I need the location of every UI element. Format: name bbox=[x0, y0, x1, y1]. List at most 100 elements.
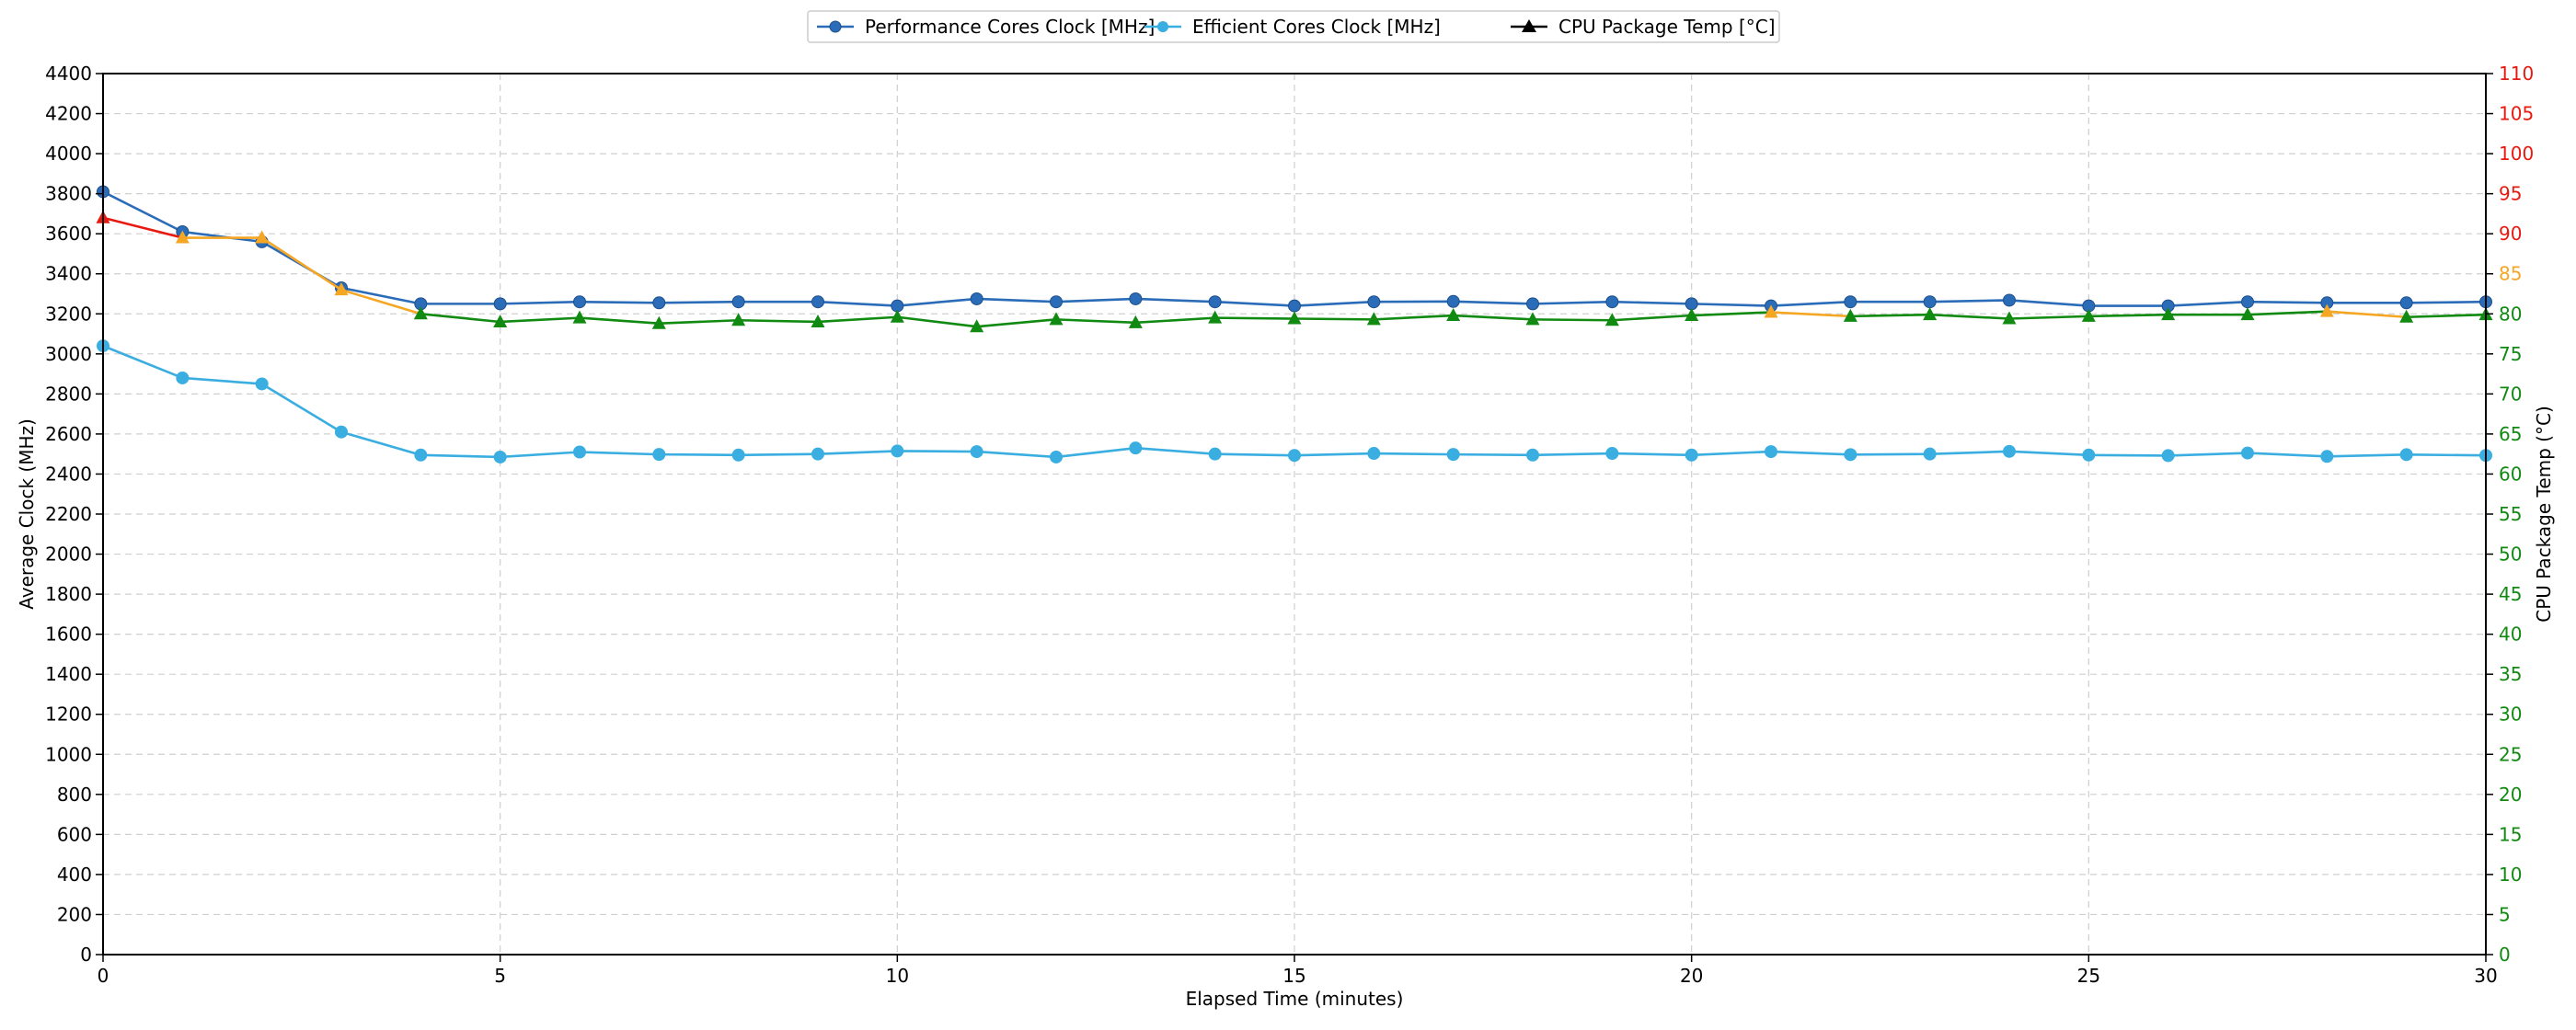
temp-marker bbox=[493, 314, 508, 327]
temp-marker bbox=[1923, 307, 1938, 321]
y-tick-label: 3800 bbox=[45, 183, 92, 205]
data-point bbox=[652, 448, 666, 462]
x-tick-label: 5 bbox=[494, 965, 506, 987]
y-tick-label: 2800 bbox=[45, 383, 92, 405]
data-point bbox=[1208, 295, 1222, 309]
data-point bbox=[1605, 295, 1619, 309]
y2-tick-label: 85 bbox=[2499, 263, 2522, 285]
legend-frame bbox=[807, 10, 1780, 43]
y-tick-label: 1600 bbox=[45, 624, 92, 646]
y-tick-label: 2600 bbox=[45, 423, 92, 445]
y-tick-label: 3600 bbox=[45, 223, 92, 245]
data-point bbox=[414, 448, 428, 462]
data-point bbox=[493, 450, 507, 464]
temp-line-segment bbox=[1690, 311, 1773, 317]
y-tick-label: 1000 bbox=[45, 743, 92, 765]
temp-line-segment bbox=[1054, 318, 1137, 325]
temp-line-segment bbox=[816, 315, 899, 324]
data-point bbox=[255, 377, 269, 391]
data-point bbox=[2003, 444, 2016, 458]
temp-marker bbox=[334, 282, 349, 296]
y2-axis-label: CPU Package Temp (°C) bbox=[2533, 406, 2555, 623]
y-tick-label: 3400 bbox=[45, 263, 92, 285]
y-tick-label: 600 bbox=[57, 823, 92, 845]
temp-line-segment bbox=[499, 316, 581, 324]
temp-line-segment bbox=[1849, 313, 1931, 318]
data-point bbox=[176, 371, 190, 384]
temp-line-segment bbox=[260, 236, 343, 292]
data-point bbox=[1605, 447, 1619, 461]
y2-tick-label: 10 bbox=[2499, 864, 2522, 886]
y2-tick-label: 40 bbox=[2499, 624, 2522, 646]
temp-marker bbox=[1843, 308, 1857, 322]
y2-tick-label: 50 bbox=[2499, 544, 2522, 566]
x-tick-label: 30 bbox=[2474, 965, 2497, 987]
y2-tick-label: 110 bbox=[2499, 63, 2534, 85]
temp-marker bbox=[970, 319, 984, 333]
y-tick-label: 400 bbox=[57, 864, 92, 886]
data-point bbox=[1208, 447, 1222, 461]
y-tick-label: 1200 bbox=[45, 704, 92, 726]
temp-marker bbox=[2319, 303, 2334, 317]
y-tick-label: 2200 bbox=[45, 503, 92, 525]
y-tick-label: 1400 bbox=[45, 663, 92, 685]
x-tick-label: 0 bbox=[98, 965, 109, 987]
y2-tick-label: 20 bbox=[2499, 784, 2522, 806]
y2-tick-label: 25 bbox=[2499, 743, 2522, 765]
data-point bbox=[1844, 295, 1857, 309]
temp-line-segment bbox=[339, 288, 422, 315]
legend-label-efficient: Efficient Cores Clock [MHz] bbox=[1192, 16, 1441, 38]
grid-layer bbox=[102, 73, 2487, 956]
y-tick-label: 2000 bbox=[45, 544, 92, 566]
y2-tick-label: 60 bbox=[2499, 463, 2522, 485]
temp-line-segment bbox=[1134, 316, 1216, 325]
data-point bbox=[652, 296, 666, 310]
y-axis-label: Average Clock (MHz) bbox=[16, 418, 38, 610]
legend-entry-performance: Performance Cores Clock [MHz] bbox=[817, 16, 1155, 38]
legend-marker-circle-icon bbox=[1157, 21, 1168, 32]
y-tick-label: 800 bbox=[57, 784, 92, 806]
y2-tick-label: 35 bbox=[2499, 663, 2522, 685]
data-point bbox=[2241, 446, 2254, 460]
data-point bbox=[970, 292, 983, 305]
temp-marker bbox=[1208, 310, 1223, 324]
temp-marker bbox=[572, 310, 587, 324]
y-tick-label: 0 bbox=[80, 944, 92, 966]
data-point bbox=[2399, 448, 2413, 462]
temp-marker bbox=[1446, 308, 1461, 322]
data-point bbox=[731, 295, 745, 309]
legend-label-temp: CPU Package Temp [°C] bbox=[1558, 16, 1776, 38]
y-tick-label: 4400 bbox=[45, 63, 92, 85]
temp-marker bbox=[731, 313, 746, 326]
temp-marker bbox=[1764, 304, 1778, 318]
temp-line-segment bbox=[2007, 315, 2090, 320]
temp-line-segment bbox=[1611, 314, 1693, 322]
y2-tick-label: 5 bbox=[2499, 903, 2511, 925]
series-1 bbox=[97, 339, 2492, 464]
temp-marker bbox=[2399, 309, 2414, 323]
data-point bbox=[573, 295, 586, 309]
temp-line-segment bbox=[2246, 310, 2329, 316]
series-0 bbox=[97, 185, 2492, 313]
series-layer bbox=[96, 185, 2493, 464]
temp-line-segment bbox=[1531, 318, 1614, 322]
data-point bbox=[1129, 441, 1143, 455]
temp-marker bbox=[175, 230, 190, 244]
temp-marker bbox=[1525, 312, 1540, 326]
x-axis-label: Elapsed Time (minutes) bbox=[1186, 988, 1404, 1010]
temp-line-segment bbox=[2326, 310, 2408, 319]
y-tick-label: 200 bbox=[57, 903, 92, 925]
legend-marker-triangle-icon bbox=[1522, 19, 1536, 32]
y-tick-label: 1800 bbox=[45, 583, 92, 605]
data-point bbox=[1129, 292, 1143, 305]
x-tick-label: 10 bbox=[886, 965, 909, 987]
temp-marker bbox=[413, 306, 428, 320]
temp-line-segment bbox=[1373, 314, 1455, 321]
temp-marker bbox=[2002, 311, 2017, 325]
data-point bbox=[2241, 295, 2254, 309]
data-point bbox=[335, 425, 348, 439]
temp-marker bbox=[811, 314, 825, 327]
y2-tick-label: 0 bbox=[2499, 944, 2511, 966]
y2-tick-label: 100 bbox=[2499, 143, 2534, 165]
